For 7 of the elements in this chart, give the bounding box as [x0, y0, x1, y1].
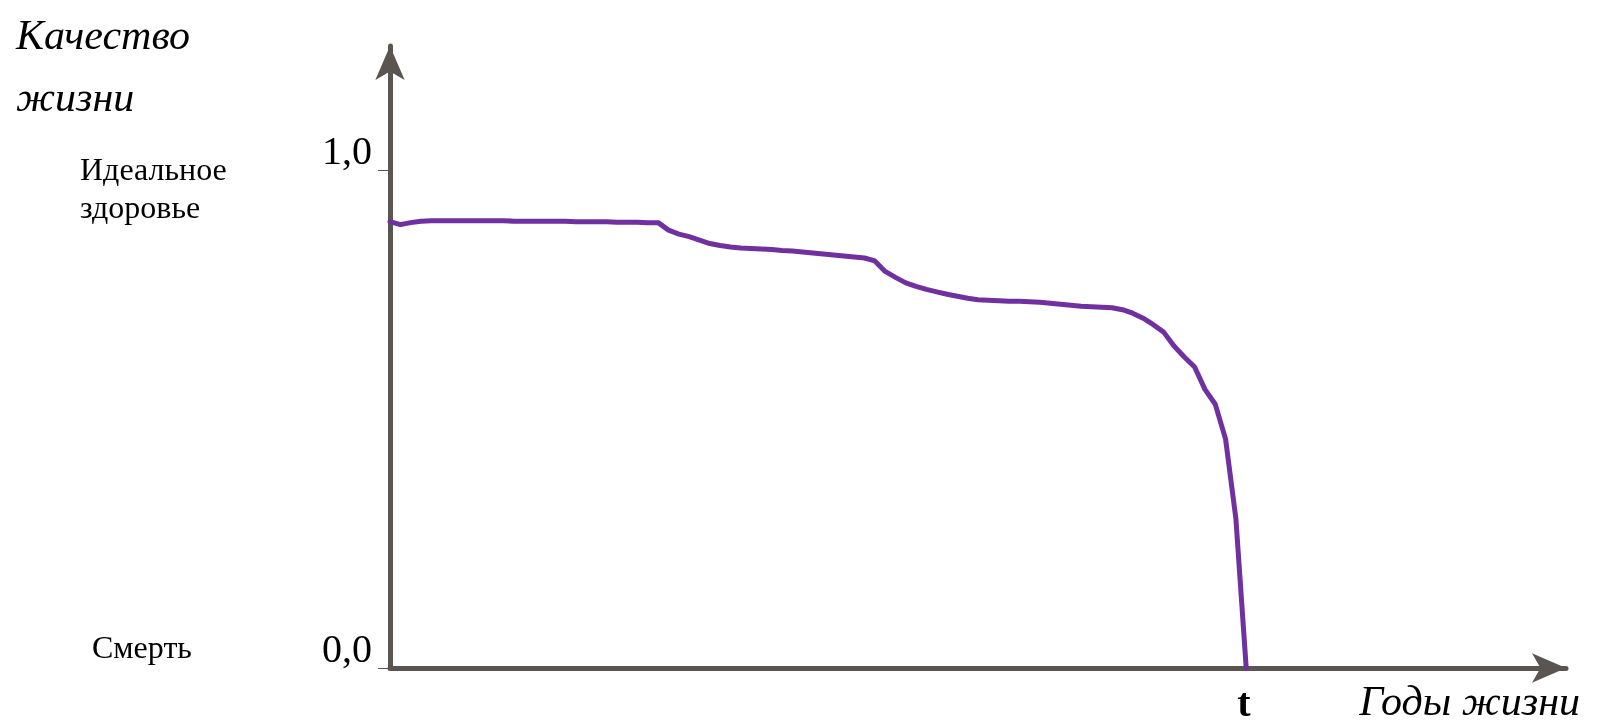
text: Смерть	[92, 629, 192, 665]
y-tick-label: 1,0	[322, 127, 372, 173]
text: Идеальное здоровье	[80, 151, 227, 226]
text: t	[1237, 679, 1252, 723]
y-axis-title: Качество жизни	[15, 12, 191, 120]
y-tick-label: 0,0	[322, 625, 372, 671]
x-axis-title: Годы жизни	[1358, 678, 1581, 723]
